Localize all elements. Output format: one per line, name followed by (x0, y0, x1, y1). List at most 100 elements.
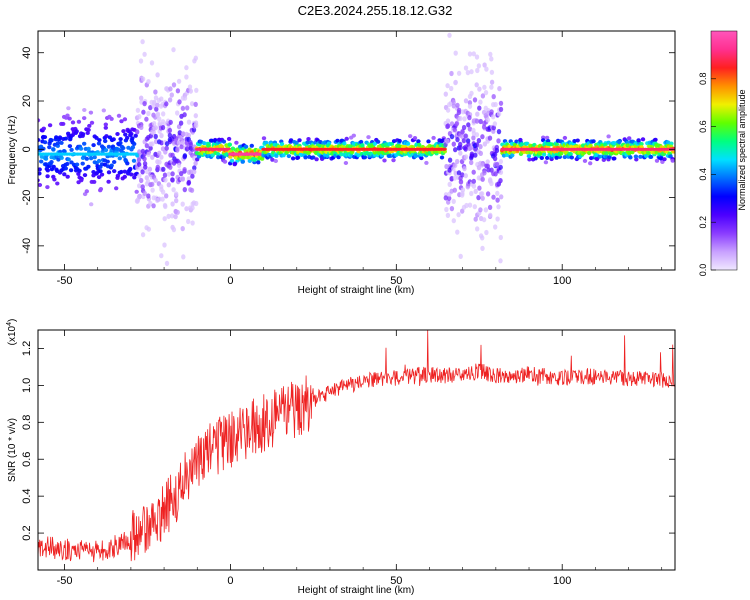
spectrogram-x-tick-label: 0 (227, 275, 233, 287)
snr-y-multiplier: (x104) (6, 319, 18, 346)
spectrogram-cell (184, 65, 189, 71)
spectrogram-cell (82, 173, 88, 178)
spectrogram-cell (243, 144, 248, 149)
spectrogram-cell (460, 172, 465, 178)
spectrogram-cell (38, 183, 43, 187)
spectrogram-cell (496, 129, 502, 135)
spectrogram-cell (49, 138, 54, 143)
spectrogram-cell (476, 63, 482, 69)
spectrogram-cell (230, 146, 236, 151)
spectrogram-cell (143, 164, 148, 170)
spectrogram-cell (219, 144, 225, 149)
spectrogram-cell (475, 111, 480, 117)
spectrogram-cell (111, 137, 116, 142)
spectrogram-cell (449, 70, 454, 77)
spectrogram-cell (125, 161, 130, 166)
spectrogram-cell (103, 125, 109, 130)
spectrogram-cell (180, 176, 186, 182)
spectrogram-cell (130, 136, 135, 141)
spectrogram-cell (140, 39, 145, 45)
spectrogram-cell (160, 189, 166, 195)
spectrogram-cell (495, 161, 500, 167)
spectrogram-cell (137, 183, 142, 189)
spectrogram-cell (452, 175, 458, 181)
spectrogram-cell (163, 203, 168, 210)
spectrogram-cell (140, 169, 145, 175)
snr-panel: -50 0 50 100 0.2 0.4 0.6 0.8 1.0 1.2 Height of s… (6, 319, 676, 596)
spectrogram-cell (129, 172, 134, 177)
spectrogram-cell (210, 153, 215, 158)
colorbar-ticks: 0.0 0.2 0.4 0.6 0.8 (698, 73, 716, 276)
spectrogram-cell (449, 134, 455, 140)
spectrogram-cell (447, 181, 452, 187)
spectrogram-cell (453, 50, 458, 56)
spectrogram-cell (343, 161, 349, 165)
spectrogram-cell (164, 193, 169, 199)
spectrogram-cell (372, 141, 378, 146)
spectrogram-cell (122, 117, 128, 122)
spectrogram-cell (491, 194, 496, 200)
spectrogram-cell (474, 118, 480, 124)
spectrogram-cell (153, 89, 158, 95)
spectrogram-cell (153, 133, 158, 140)
spectrogram-cell (137, 173, 142, 179)
spectrogram-cell (103, 139, 108, 144)
spectrogram-cell (453, 162, 458, 168)
spectrogram-cell (52, 177, 57, 182)
snr-y-tick-label: 0.8 (21, 415, 33, 430)
spectrogram-cell (84, 189, 90, 194)
spectrogram-cell (273, 159, 278, 163)
spectrogram-cell (103, 122, 109, 127)
spectrogram-cell (159, 133, 164, 139)
spectrogram-cell (447, 32, 452, 38)
spectrogram-cell (480, 235, 485, 241)
spectrogram-cell (122, 174, 128, 179)
spectrogram-cell (335, 138, 340, 143)
spectrogram-cell (167, 127, 173, 133)
spectrogram-cell (167, 97, 173, 103)
colorbar-tick-label: 0.6 (698, 120, 708, 133)
spectrogram-cell (662, 157, 667, 162)
spectrogram-cell (562, 135, 568, 140)
snr-x-axis-label: Height of straight line (km) (298, 585, 415, 596)
spectrogram-cell (639, 142, 644, 146)
spectrogram-cell (416, 139, 421, 144)
spectrogram-cell (150, 141, 155, 147)
spectrogram-cell (186, 132, 191, 138)
spectrogram-cell (189, 101, 195, 107)
spectrogram-cell (38, 118, 41, 123)
spectrogram-cell (155, 102, 160, 108)
spectrogram-cell (477, 185, 482, 191)
spectrogram-cell (157, 159, 162, 165)
spectrogram-cell (118, 137, 123, 142)
spectrogram-cell (473, 216, 478, 222)
spectrogram-cell (66, 157, 71, 162)
spectrogram-cell (489, 84, 494, 90)
spectrogram-cell (290, 156, 296, 161)
spectrogram-cell (634, 157, 639, 162)
spectrogram-cell (193, 120, 199, 126)
spectrogram-cell (182, 154, 187, 160)
spectrogram-cell (181, 131, 186, 137)
snr-y-tick-label: 1.0 (21, 378, 33, 393)
spectrogram-cell (232, 162, 237, 167)
spectrogram-cell (171, 187, 176, 193)
spectrogram-cell (525, 141, 530, 146)
spectrogram-cell (89, 120, 95, 125)
spectrogram-cell (96, 141, 102, 146)
spectrogram-cell (504, 153, 510, 157)
spectrogram-cell (474, 54, 480, 60)
spectrogram-cell (646, 151, 651, 156)
spectrogram-cell (488, 51, 493, 57)
spectrogram-cell (493, 171, 498, 177)
spectrogram-cell (62, 172, 67, 177)
spectrogram-cell (417, 142, 422, 147)
spectrogram-cell (449, 121, 455, 127)
spectrogram-cell (439, 155, 445, 160)
spectrogram-y-tick-label: 0 (21, 146, 33, 152)
spectrogram-cell (489, 109, 494, 115)
spectrogram-cell (451, 103, 456, 109)
spectrogram-cell (478, 207, 483, 213)
spectrogram-cell (443, 91, 448, 97)
spectrogram-cell (479, 191, 485, 197)
